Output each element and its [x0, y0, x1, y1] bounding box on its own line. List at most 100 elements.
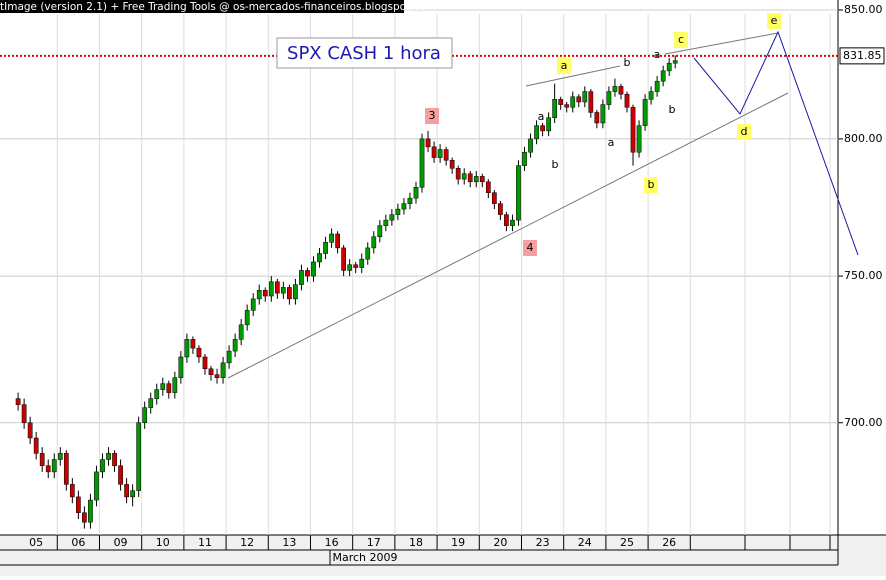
candle-body	[582, 91, 588, 103]
candle-body	[311, 261, 316, 277]
candle-body	[142, 407, 148, 424]
wave-label: c	[678, 33, 684, 46]
header-bar	[0, 0, 404, 13]
x-tick-label: 23	[536, 536, 550, 549]
candle-body	[226, 350, 232, 364]
y-tick-label: 800.00	[844, 132, 883, 145]
candle-body	[244, 310, 250, 326]
plot	[15, 55, 678, 529]
candle-body	[504, 214, 509, 226]
trend-line	[227, 92, 789, 379]
trend-line	[664, 32, 779, 55]
x-tick-label: 11	[198, 536, 212, 549]
candle-body	[491, 192, 497, 204]
candle-body	[407, 197, 413, 204]
wave-label: 4	[527, 241, 534, 254]
candle-body	[160, 383, 166, 390]
last-price-box	[839, 47, 885, 65]
candle-body	[190, 339, 196, 349]
candle-body	[473, 176, 479, 183]
candle-body	[148, 398, 154, 408]
wave-label: d	[741, 125, 748, 138]
candle-body	[371, 236, 377, 249]
x-tick-label: 12	[240, 536, 254, 549]
candle-body	[588, 91, 594, 113]
wave-label-box	[674, 32, 688, 48]
wave-label: e	[771, 14, 778, 27]
candle-body	[443, 149, 449, 161]
candle-body	[606, 91, 612, 105]
candle-body	[594, 112, 600, 124]
candle-body	[437, 149, 443, 158]
candle-body	[461, 173, 467, 180]
y-tick-label: 750.00	[844, 269, 883, 282]
wave-label: b	[648, 178, 655, 191]
candle-body	[516, 165, 521, 221]
wave-label-box	[767, 13, 781, 29]
candle-body	[130, 490, 135, 498]
x-tick-label: 06	[71, 536, 85, 549]
candle-body	[299, 270, 304, 285]
candle-body	[425, 138, 431, 148]
chart-title: SPX CASH 1 hora	[287, 43, 441, 64]
candle-body	[552, 99, 558, 118]
wave-label: b	[552, 158, 559, 171]
x-tick-label: 24	[578, 536, 592, 549]
candle-body	[305, 270, 310, 277]
wave-label: a	[608, 136, 615, 149]
candle-body	[419, 138, 425, 188]
x-tick-label: 13	[282, 536, 296, 549]
candle-body	[124, 484, 129, 498]
candle-body	[660, 70, 666, 82]
candle-body	[413, 186, 419, 199]
candle-body	[431, 146, 437, 158]
x-tick-label: 10	[156, 536, 170, 549]
y-tick-label: 700.00	[844, 416, 883, 429]
candle-body	[576, 96, 582, 103]
candle-body	[63, 453, 69, 485]
candle-body	[540, 125, 545, 132]
candle-body	[154, 389, 160, 399]
candle-body	[202, 356, 208, 370]
candle-body	[341, 247, 347, 271]
x-axis-label: March 2009	[332, 551, 397, 564]
candle-body	[612, 86, 618, 92]
candle-body	[377, 225, 383, 238]
candle-body	[274, 281, 280, 294]
wave-label-box	[557, 58, 571, 74]
x-tick-label: 19	[451, 536, 465, 549]
candle-body	[287, 287, 292, 300]
candle-body	[395, 208, 401, 215]
candle-body	[220, 362, 226, 378]
candle-body	[359, 258, 365, 268]
candle-body	[33, 437, 39, 454]
trend-line	[525, 65, 621, 87]
wave-label: a	[654, 48, 661, 61]
candle-body	[208, 368, 214, 375]
candle-body	[15, 398, 21, 405]
candle-body	[262, 290, 268, 297]
candle-body	[636, 125, 642, 153]
candle-body	[232, 339, 238, 352]
wave-label-box	[425, 108, 439, 124]
candle-body	[498, 203, 503, 215]
candle-body	[88, 499, 93, 523]
wave-label-box	[523, 240, 537, 256]
candle-body	[238, 324, 244, 340]
candle-body	[118, 465, 123, 485]
x-tick-label: 25	[620, 536, 634, 549]
candle-body	[666, 62, 672, 72]
candle-body	[528, 138, 533, 153]
candle-body	[214, 374, 220, 378]
candle-body	[250, 298, 256, 311]
candle-body	[293, 284, 298, 300]
candle-body	[389, 214, 395, 221]
candle-body	[479, 176, 485, 183]
title-box	[276, 37, 453, 69]
candle-body	[27, 422, 33, 439]
candle-body	[401, 203, 407, 210]
candle-body	[166, 383, 172, 393]
wave-label: b	[624, 56, 631, 69]
